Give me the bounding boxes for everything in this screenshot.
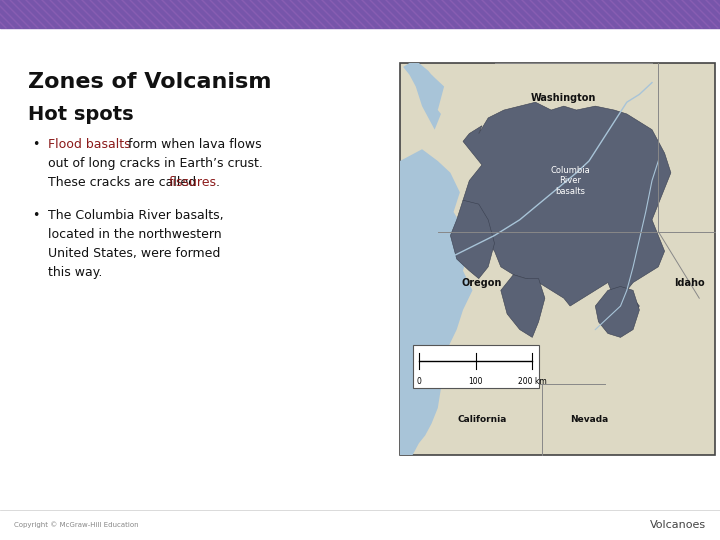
Text: California: California	[457, 415, 507, 424]
Text: 100: 100	[468, 376, 483, 386]
Text: The Columbia River basalts,: The Columbia River basalts,	[48, 209, 224, 222]
Polygon shape	[403, 63, 441, 130]
Text: .: .	[216, 176, 220, 189]
Bar	[400, 63, 715, 455]
Text: 0: 0	[416, 376, 421, 386]
Text: These cracks are called: These cracks are called	[48, 176, 200, 189]
Bar	[413, 345, 539, 388]
Text: •: •	[32, 138, 40, 151]
Text: Flood basalts: Flood basalts	[48, 138, 130, 151]
Text: United States, were formed: United States, were formed	[48, 247, 220, 260]
Text: Nevada: Nevada	[570, 415, 608, 424]
Text: Copyright © McGraw-Hill Education: Copyright © McGraw-Hill Education	[14, 522, 139, 528]
Text: Zones of Volcanism: Zones of Volcanism	[28, 72, 271, 92]
Text: Washington: Washington	[531, 93, 596, 103]
Text: located in the northwestern: located in the northwestern	[48, 228, 222, 241]
Text: 200 km: 200 km	[518, 376, 546, 386]
Polygon shape	[451, 200, 495, 279]
Polygon shape	[463, 102, 671, 318]
Text: Oregon: Oregon	[462, 278, 502, 287]
Polygon shape	[595, 286, 639, 338]
Text: form when lava flows: form when lava flows	[124, 138, 261, 151]
Text: •: •	[32, 209, 40, 222]
Text: Hot spots: Hot spots	[28, 105, 134, 124]
Text: fissures: fissures	[169, 176, 217, 189]
Bar	[0, 0, 720, 28]
Text: Columbia
River
basalts: Columbia River basalts	[550, 166, 590, 195]
Text: Volcanoes: Volcanoes	[650, 520, 706, 530]
Polygon shape	[400, 63, 472, 455]
Text: out of long cracks in Earth’s crust.: out of long cracks in Earth’s crust.	[48, 157, 263, 170]
Text: Idaho: Idaho	[675, 278, 705, 287]
Polygon shape	[419, 75, 444, 110]
Text: this way.: this way.	[48, 266, 102, 279]
Polygon shape	[501, 275, 545, 338]
